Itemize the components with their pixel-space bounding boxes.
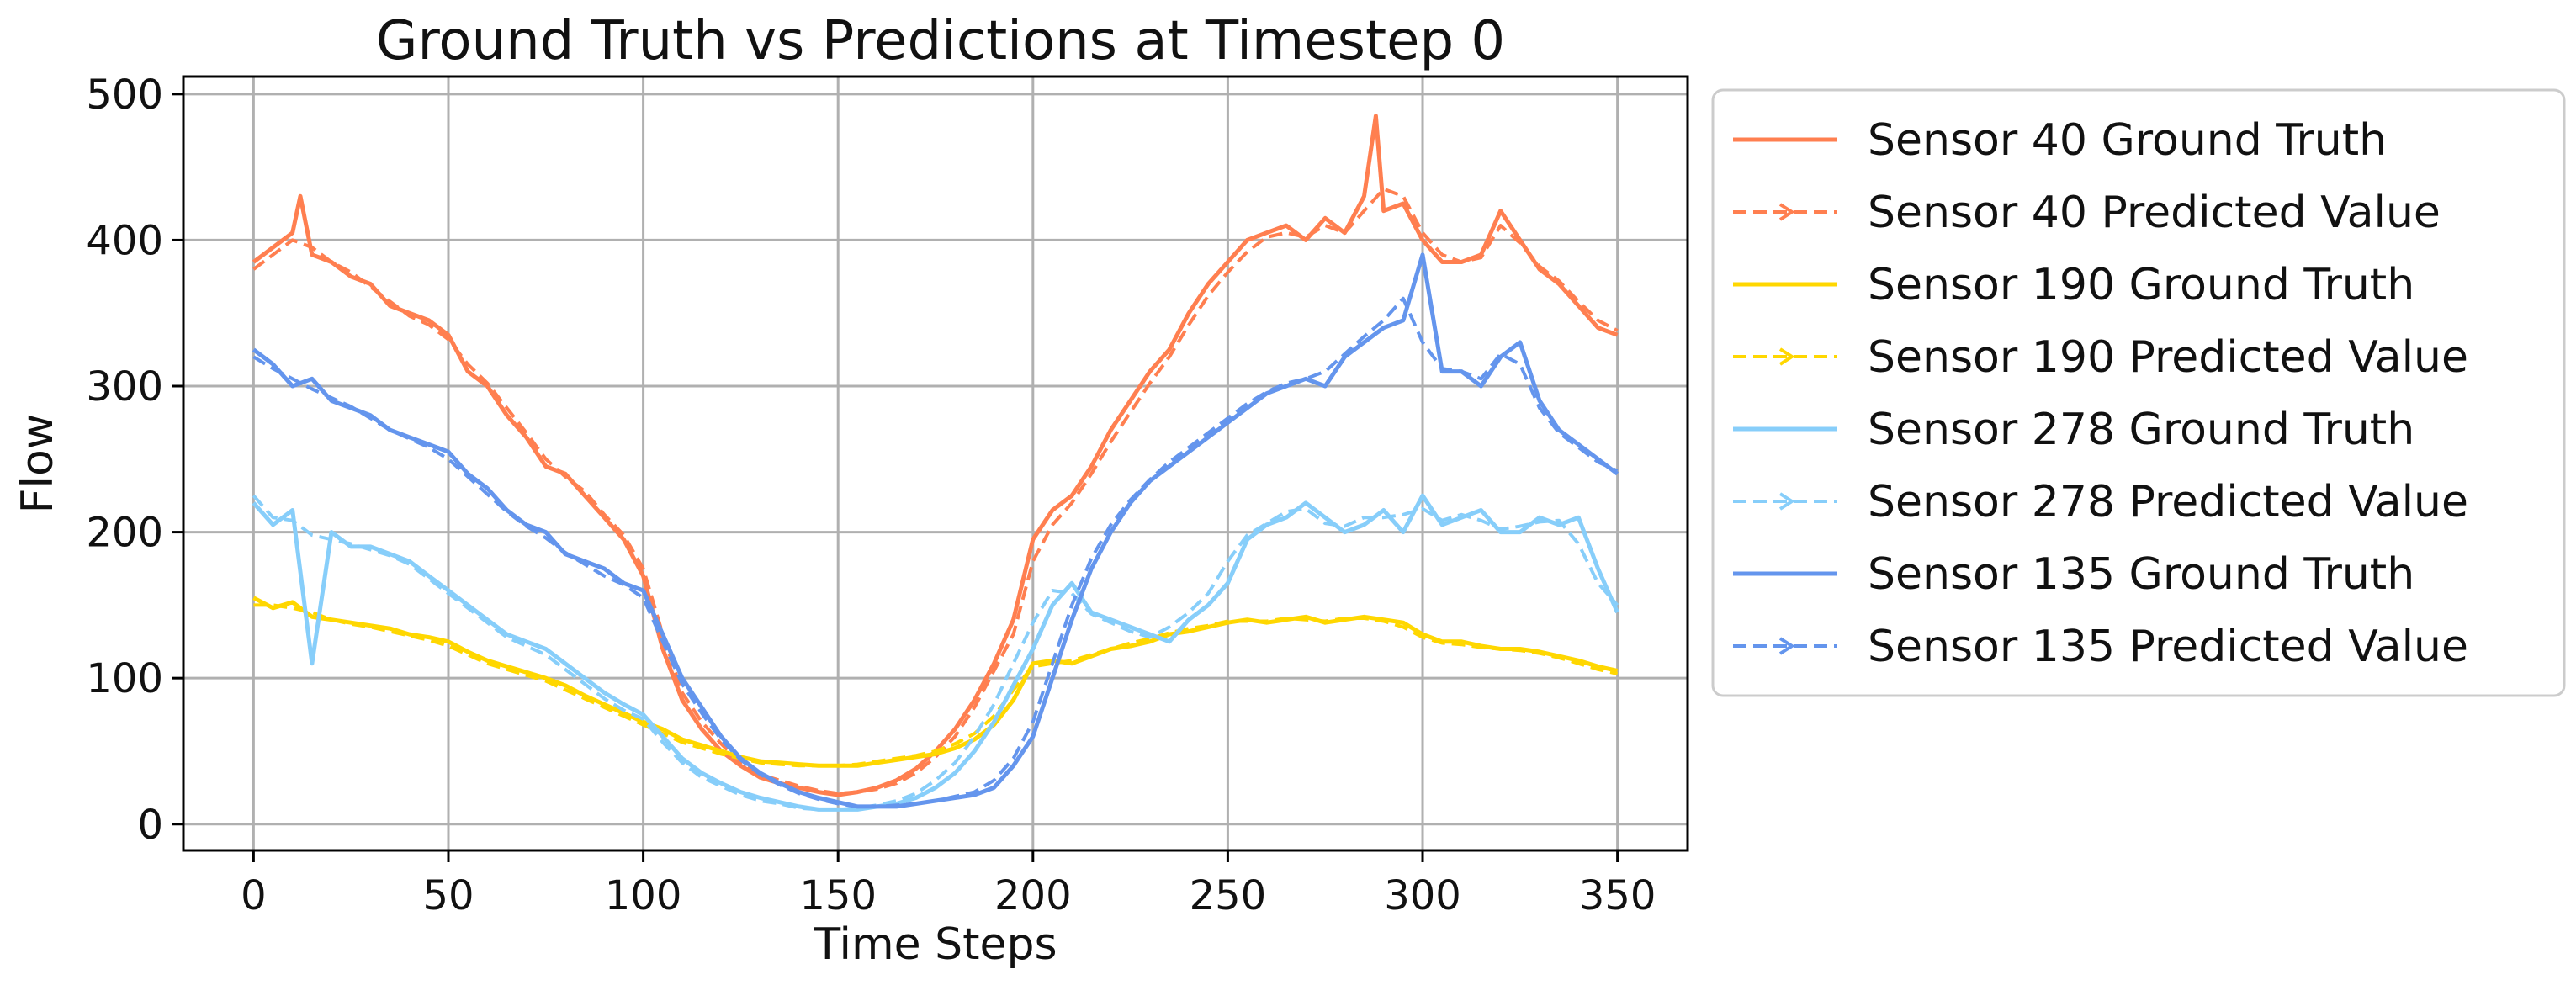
legend-label-6: Sensor 135 Ground Truth [1868, 549, 2414, 600]
x-tick-label: 300 [1384, 872, 1461, 919]
series-line-5 [252, 494, 1619, 812]
legend-marker-7 [1778, 637, 1795, 655]
series-line-4 [252, 493, 1619, 812]
grid [183, 77, 1688, 850]
legend-label-2: Sensor 190 Ground Truth [1868, 260, 2414, 310]
y-tick-label: 500 [86, 71, 163, 119]
series-line-1 [252, 187, 1619, 796]
y-tick-label: 300 [86, 363, 163, 410]
x-tick-label: 200 [994, 872, 1072, 919]
legend-label-4: Sensor 278 Ground Truth [1868, 405, 2414, 455]
legend-marker-1 [1778, 203, 1795, 221]
legend-items: Sensor 40 Ground Truth Sensor 40 Predicte… [1733, 115, 2468, 672]
y-axis-label: Flow [13, 414, 63, 514]
legend-label-1: Sensor 40 Predicted Value [1868, 188, 2441, 238]
legend: Sensor 40 Ground Truth Sensor 40 Predicte… [1711, 88, 2566, 697]
series-layer [252, 114, 1619, 812]
x-tick-label: 250 [1190, 872, 1267, 919]
x-tick-label: 0 [241, 872, 267, 919]
legend-label-5: Sensor 278 Predicted Value [1868, 477, 2468, 527]
x-tick-label: 150 [799, 872, 877, 919]
legend-frame [1711, 88, 2566, 697]
y-tick-label: 0 [137, 802, 163, 849]
y-tick-label: 200 [86, 510, 163, 557]
x-tick-label: 350 [1579, 872, 1656, 919]
legend-label-0: Sensor 40 Ground Truth [1868, 115, 2387, 166]
legend-marker-5 [1778, 492, 1795, 511]
series-line-6 [252, 252, 1619, 809]
y-tick-label: 400 [86, 217, 163, 264]
x-axis-label: Time Steps [813, 919, 1057, 970]
y-tick-label: 100 [86, 655, 163, 702]
x-tick-label: 100 [605, 872, 682, 919]
legend-label-3: Sensor 190 Predicted Value [1868, 332, 2468, 383]
legend-label-7: Sensor 135 Predicted Value [1868, 622, 2468, 672]
chart-title: Ground Truth vs Predictions at Timestep … [376, 10, 1505, 72]
plot-frame [182, 75, 1689, 852]
x-tick-label: 50 [422, 872, 474, 919]
series-line-7 [252, 296, 1619, 808]
axis-ticks: 0 50 100 150 200 250 300 350 0 100 200 300 400 500 [86, 71, 1656, 919]
legend-marker-3 [1778, 347, 1795, 366]
series-line-2 [252, 596, 1619, 768]
series-line-3 [253, 603, 1619, 768]
